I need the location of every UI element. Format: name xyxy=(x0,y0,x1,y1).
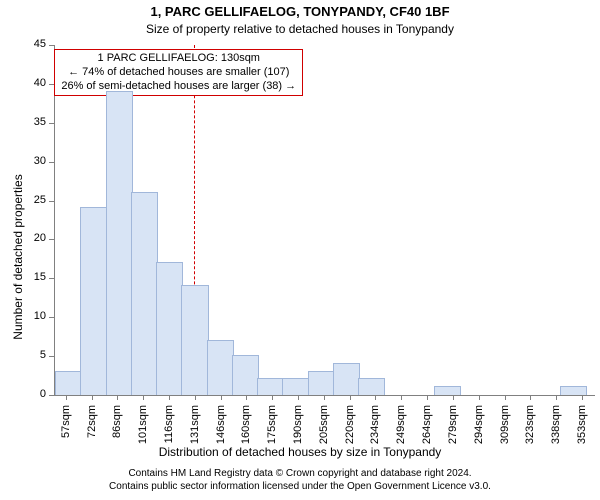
histogram-bar xyxy=(181,285,208,395)
x-tick xyxy=(117,395,118,400)
x-tick-label: 146sqm xyxy=(215,405,227,455)
x-tick xyxy=(556,395,557,400)
plot-area: 1 PARC GELLIFAELOG: 130sqm ← 74% of deta… xyxy=(54,45,595,396)
y-tick xyxy=(49,84,54,85)
x-tick xyxy=(453,395,454,400)
y-tick-label: 0 xyxy=(16,388,46,400)
histogram-bar xyxy=(131,192,158,395)
x-tick-label: 264sqm xyxy=(421,405,433,455)
histogram-bar xyxy=(333,363,360,395)
x-tick-label: 323sqm xyxy=(524,405,536,455)
annotation-line-1: 1 PARC GELLIFAELOG: 130sqm xyxy=(61,52,296,66)
x-tick-label: 249sqm xyxy=(395,405,407,455)
chart-title: 1, PARC GELLIFAELOG, TONYPANDY, CF40 1BF xyxy=(0,4,600,19)
y-tick-label: 20 xyxy=(16,232,46,244)
y-tick xyxy=(49,201,54,202)
x-tick xyxy=(505,395,506,400)
x-tick xyxy=(479,395,480,400)
x-tick xyxy=(427,395,428,400)
x-tick-label: 309sqm xyxy=(499,405,511,455)
histogram-bar xyxy=(232,355,259,395)
x-tick xyxy=(582,395,583,400)
x-tick xyxy=(324,395,325,400)
y-tick-label: 30 xyxy=(16,155,46,167)
annotation-line-2: ← 74% of detached houses are smaller (10… xyxy=(61,66,296,80)
histogram-bar xyxy=(106,91,133,395)
x-tick-label: 279sqm xyxy=(447,405,459,455)
x-tick xyxy=(66,395,67,400)
y-tick-label: 40 xyxy=(16,77,46,89)
histogram-bar xyxy=(308,371,335,395)
x-tick xyxy=(401,395,402,400)
x-tick-label: 131sqm xyxy=(189,405,201,455)
histogram-bar xyxy=(55,371,82,395)
x-tick xyxy=(350,395,351,400)
histogram-bar xyxy=(207,340,234,395)
y-tick-label: 15 xyxy=(16,271,46,283)
x-tick xyxy=(169,395,170,400)
y-tick-label: 10 xyxy=(16,310,46,322)
y-tick xyxy=(49,162,54,163)
x-tick-label: 101sqm xyxy=(137,405,149,455)
chart-footer: Contains HM Land Registry data © Crown c… xyxy=(0,468,600,493)
x-tick-label: 175sqm xyxy=(266,405,278,455)
x-tick-label: 190sqm xyxy=(292,405,304,455)
x-tick xyxy=(92,395,93,400)
histogram-bar xyxy=(156,262,183,395)
x-tick-label: 86sqm xyxy=(111,405,123,455)
x-tick xyxy=(375,395,376,400)
footer-line-1: Contains HM Land Registry data © Crown c… xyxy=(0,468,600,481)
histogram-bar xyxy=(282,378,309,395)
y-tick xyxy=(49,317,54,318)
x-tick xyxy=(272,395,273,400)
x-tick xyxy=(195,395,196,400)
histogram-bar xyxy=(434,386,461,395)
x-tick-label: 205sqm xyxy=(318,405,330,455)
annotation-line-3: 26% of semi-detached houses are larger (… xyxy=(61,80,296,94)
x-tick xyxy=(221,395,222,400)
histogram-bar xyxy=(358,378,385,395)
x-tick-label: 353sqm xyxy=(576,405,588,455)
x-tick-label: 234sqm xyxy=(369,405,381,455)
x-tick-label: 57sqm xyxy=(60,405,72,455)
y-tick-label: 35 xyxy=(16,116,46,128)
footer-line-2: Contains public sector information licen… xyxy=(0,481,600,494)
y-tick xyxy=(49,278,54,279)
histogram-bar xyxy=(560,386,587,395)
y-tick xyxy=(49,395,54,396)
x-tick xyxy=(530,395,531,400)
x-tick xyxy=(246,395,247,400)
y-tick xyxy=(49,239,54,240)
y-tick-label: 5 xyxy=(16,349,46,361)
x-tick-label: 294sqm xyxy=(473,405,485,455)
histogram-bar xyxy=(257,378,284,395)
annotation-box: 1 PARC GELLIFAELOG: 130sqm ← 74% of deta… xyxy=(54,49,303,96)
x-tick-label: 220sqm xyxy=(344,405,356,455)
chart-subtitle: Size of property relative to detached ho… xyxy=(0,22,600,36)
x-tick-label: 72sqm xyxy=(86,405,98,455)
y-tick-label: 25 xyxy=(16,194,46,206)
x-tick xyxy=(298,395,299,400)
x-tick-label: 338sqm xyxy=(550,405,562,455)
histogram-bar xyxy=(80,207,107,395)
x-tick-label: 160sqm xyxy=(240,405,252,455)
x-tick-label: 116sqm xyxy=(163,405,175,455)
x-tick xyxy=(143,395,144,400)
y-tick xyxy=(49,45,54,46)
chart-container: { "title_line1": "1, PARC GELLIFAELOG, T… xyxy=(0,0,600,500)
y-tick xyxy=(49,356,54,357)
y-tick-label: 45 xyxy=(16,38,46,50)
y-tick xyxy=(49,123,54,124)
